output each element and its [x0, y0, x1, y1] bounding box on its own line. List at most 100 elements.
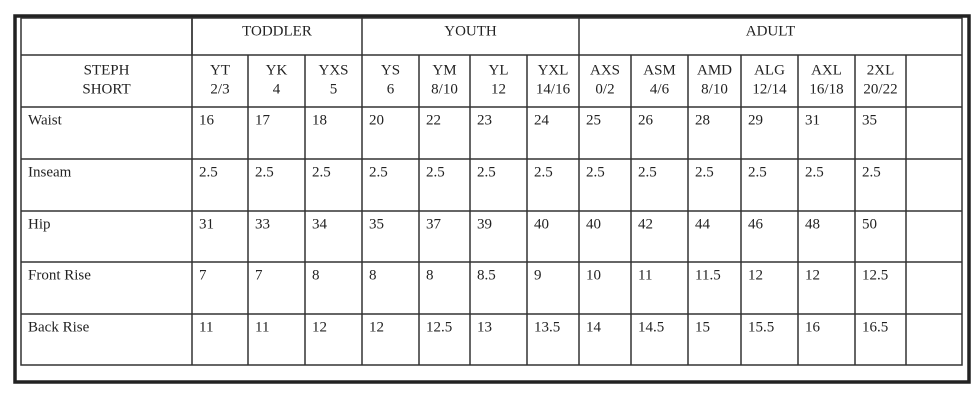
cell-value: 9 — [534, 267, 542, 283]
cell-value: 25 — [586, 112, 601, 128]
cell-value: 39 — [477, 216, 492, 232]
size-label: 8/10 — [701, 81, 728, 97]
cell-value: 2.5 — [199, 164, 218, 180]
size-label: 8/10 — [431, 81, 458, 97]
group-header: YOUTH — [444, 23, 497, 39]
cell-value: 50 — [862, 216, 877, 232]
cell-value: 26 — [638, 112, 654, 128]
size-label: AXS — [590, 62, 620, 78]
corner-label: SHORT — [82, 81, 130, 97]
size-label: 14/16 — [536, 81, 571, 97]
cell-value: 2.5 — [638, 164, 657, 180]
size-label: YL — [489, 62, 509, 78]
cell-value: 17 — [255, 112, 271, 128]
size-label: ASM — [643, 62, 676, 78]
size-label: 2/3 — [210, 81, 229, 97]
size-label: YT — [210, 62, 230, 78]
cell-value: 12.5 — [426, 319, 452, 335]
cell-value: 24 — [534, 112, 550, 128]
size-label: 4 — [273, 81, 281, 97]
cell-value: 2.5 — [426, 164, 445, 180]
group-header: ADULT — [746, 23, 795, 39]
row-label: Waist — [28, 112, 63, 128]
row-label: Inseam — [28, 164, 72, 180]
row-label: Hip — [28, 216, 51, 232]
size-label: 16/18 — [809, 81, 843, 97]
cell-value: 10 — [586, 267, 601, 283]
cell-value: 15 — [695, 319, 710, 335]
size-label: YM — [432, 62, 456, 78]
cell-value: 16 — [805, 319, 821, 335]
row-label: Back Rise — [28, 319, 90, 335]
cell-value: 13.5 — [534, 319, 560, 335]
size-label: 12/14 — [752, 81, 787, 97]
cell-value: 35 — [369, 216, 384, 232]
cell-value: 12 — [369, 319, 384, 335]
cell-value: 29 — [748, 112, 763, 128]
size-label: AMD — [697, 62, 732, 78]
size-label: YXL — [538, 62, 569, 78]
cell-value: 2.5 — [862, 164, 881, 180]
cell-value: 42 — [638, 216, 653, 232]
cell-value: 22 — [426, 112, 441, 128]
size-label: 4/6 — [650, 81, 670, 97]
cell-value: 8.5 — [477, 267, 496, 283]
cell-value: 23 — [477, 112, 492, 128]
cell-value: 37 — [426, 216, 442, 232]
size-label: 0/2 — [595, 81, 614, 97]
cell-value: 31 — [805, 112, 820, 128]
cell-value: 31 — [199, 216, 214, 232]
cell-value: 2.5 — [255, 164, 274, 180]
size-label: 6 — [387, 81, 395, 97]
cell-value: 34 — [312, 216, 328, 232]
cell-value: 7 — [255, 267, 263, 283]
cell-value: 28 — [695, 112, 710, 128]
cell-value: 40 — [534, 216, 549, 232]
cell-value: 2.5 — [534, 164, 553, 180]
cell-value: 11.5 — [695, 267, 721, 283]
cell-value: 2.5 — [312, 164, 331, 180]
cell-value: 16 — [199, 112, 215, 128]
cell-value: 40 — [586, 216, 601, 232]
size-label: ALG — [754, 62, 785, 78]
cell-value: 2.5 — [586, 164, 605, 180]
size-label: 12 — [491, 81, 506, 97]
cell-value: 33 — [255, 216, 270, 232]
cell-value: 8 — [369, 267, 377, 283]
cell-value: 16.5 — [862, 319, 888, 335]
cell-value: 48 — [805, 216, 820, 232]
cell-value: 2.5 — [805, 164, 824, 180]
cell-value: 14 — [586, 319, 602, 335]
size-label: YXS — [318, 62, 348, 78]
size-label: AXL — [811, 62, 842, 78]
cell-value: 14.5 — [638, 319, 664, 335]
size-label: YS — [381, 62, 400, 78]
cell-value: 12 — [805, 267, 820, 283]
cell-value: 44 — [695, 216, 711, 232]
size-label: YK — [266, 62, 288, 78]
cell-value: 7 — [199, 267, 207, 283]
size-label: 5 — [330, 81, 338, 97]
size-label: 20/22 — [863, 81, 897, 97]
cell-value: 2.5 — [369, 164, 388, 180]
cell-value: 2.5 — [695, 164, 714, 180]
cell-value: 11 — [255, 319, 269, 335]
outer-border — [13, 14, 971, 384]
cell-value: 20 — [369, 112, 384, 128]
cell-value: 11 — [638, 267, 652, 283]
table-border — [20, 17, 963, 366]
row-label: Front Rise — [28, 267, 91, 283]
cell-value: 2.5 — [748, 164, 767, 180]
cell-value: 8 — [426, 267, 434, 283]
cell-value: 12.5 — [862, 267, 888, 283]
cell-value: 12 — [312, 319, 327, 335]
cell-value: 15.5 — [748, 319, 774, 335]
group-header: TODDLER — [242, 23, 312, 39]
corner-label: STEPH — [84, 62, 130, 78]
cell-value: 8 — [312, 267, 320, 283]
cell-value: 11 — [199, 319, 213, 335]
cell-value: 13 — [477, 319, 492, 335]
cell-value: 35 — [862, 112, 877, 128]
cell-value: 12 — [748, 267, 763, 283]
